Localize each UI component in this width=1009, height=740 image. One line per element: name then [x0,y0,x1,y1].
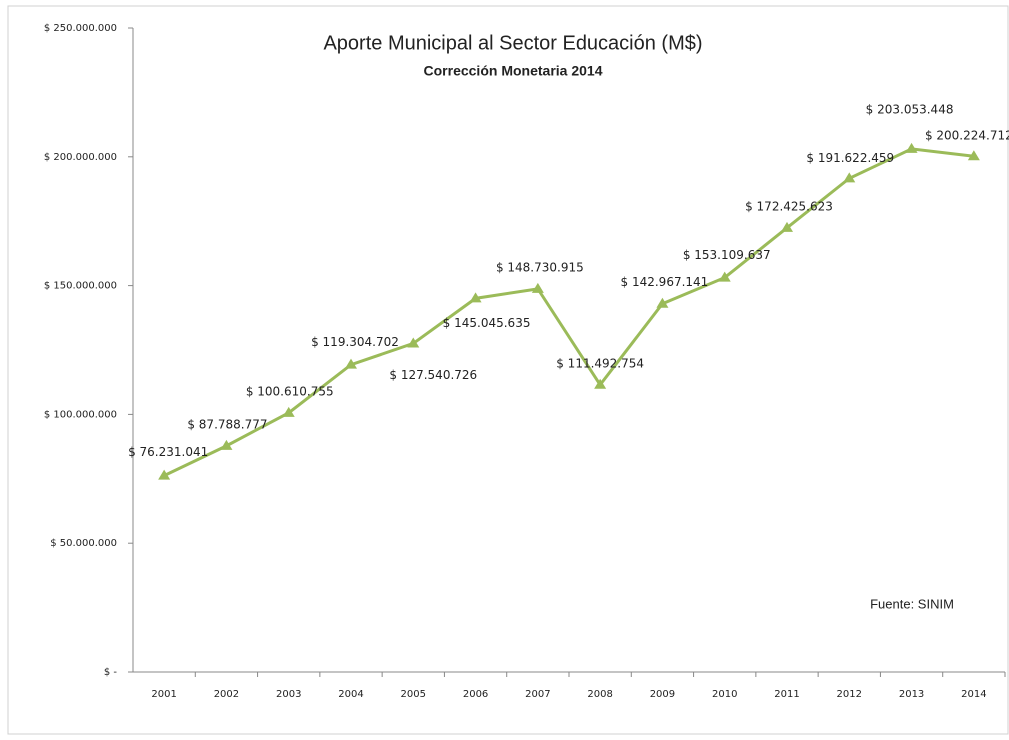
chart-frame [7,5,1009,735]
line [163,147,975,477]
data-label: $ 200.224.712 [925,129,1009,143]
x-tick-label: 2005 [401,689,426,700]
point-marker [967,150,980,161]
x-tick-label: 2006 [463,689,488,700]
x-tick-label: 2002 [214,689,239,700]
point-marker [656,297,669,308]
data-label: $ 142.967.141 [621,275,709,289]
data-label: $ 76.231.041 [128,445,208,459]
point-marker [220,439,233,450]
chart-subtitle: Corrección Monetaria 2014 [424,63,603,79]
point-marker [158,469,171,480]
data-label: $ 148.730.915 [496,260,584,274]
x-tick-label: 2009 [650,689,675,700]
data-label: $ 145.045.635 [443,316,531,330]
x-tick-label: 2007 [525,689,550,700]
data-label: $ 119.304.702 [311,335,399,349]
point-marker [594,378,607,389]
x-tick-label: 2004 [338,689,363,700]
point-marker [718,271,731,282]
data-label: $ 153.109.637 [683,248,771,262]
point-marker [345,358,357,369]
y-tick-label: $ 50.000.000 [50,538,117,549]
x-tick-label: 2010 [712,689,737,700]
x-tick-label: 2011 [774,689,799,700]
y-tick-label: $ 250.000.000 [44,23,117,34]
y-tick-label: $ - [104,667,118,678]
point-marker [531,282,544,293]
annotation: Fuente: SINIM [870,596,954,611]
data-label: $ 127.540.726 [389,368,477,382]
point-marker [905,142,918,153]
chart-title: Aporte Municipal al Sector Educación (M$… [323,32,702,54]
y-tick-label: $ 200.000.000 [44,152,117,163]
point-marker [469,292,482,303]
point-marker [843,172,856,183]
x-tick-label: 2008 [587,689,612,700]
point-marker [781,221,793,232]
x-tick-label: 2013 [899,689,924,700]
data-label: $ 111.492.754 [556,356,644,370]
data-label: $ 191.622.459 [806,151,894,165]
data-label: $ 172.425.623 [745,199,833,213]
data-label: $ 203.053.448 [866,102,954,116]
point-marker [282,406,295,417]
y-tick-label: $ 150.000.000 [44,281,117,292]
x-tick-label: 2003 [276,689,301,700]
x-tick-label: 2012 [837,689,862,700]
data-label: $ 100.610.755 [246,384,334,398]
x-tick-label: 2014 [961,689,986,700]
data-label: $ 87.788.777 [187,417,267,431]
y-tick-label: $ 100.000.000 [44,409,117,420]
x-tick-label: 2001 [151,689,176,700]
point-marker [407,337,420,348]
